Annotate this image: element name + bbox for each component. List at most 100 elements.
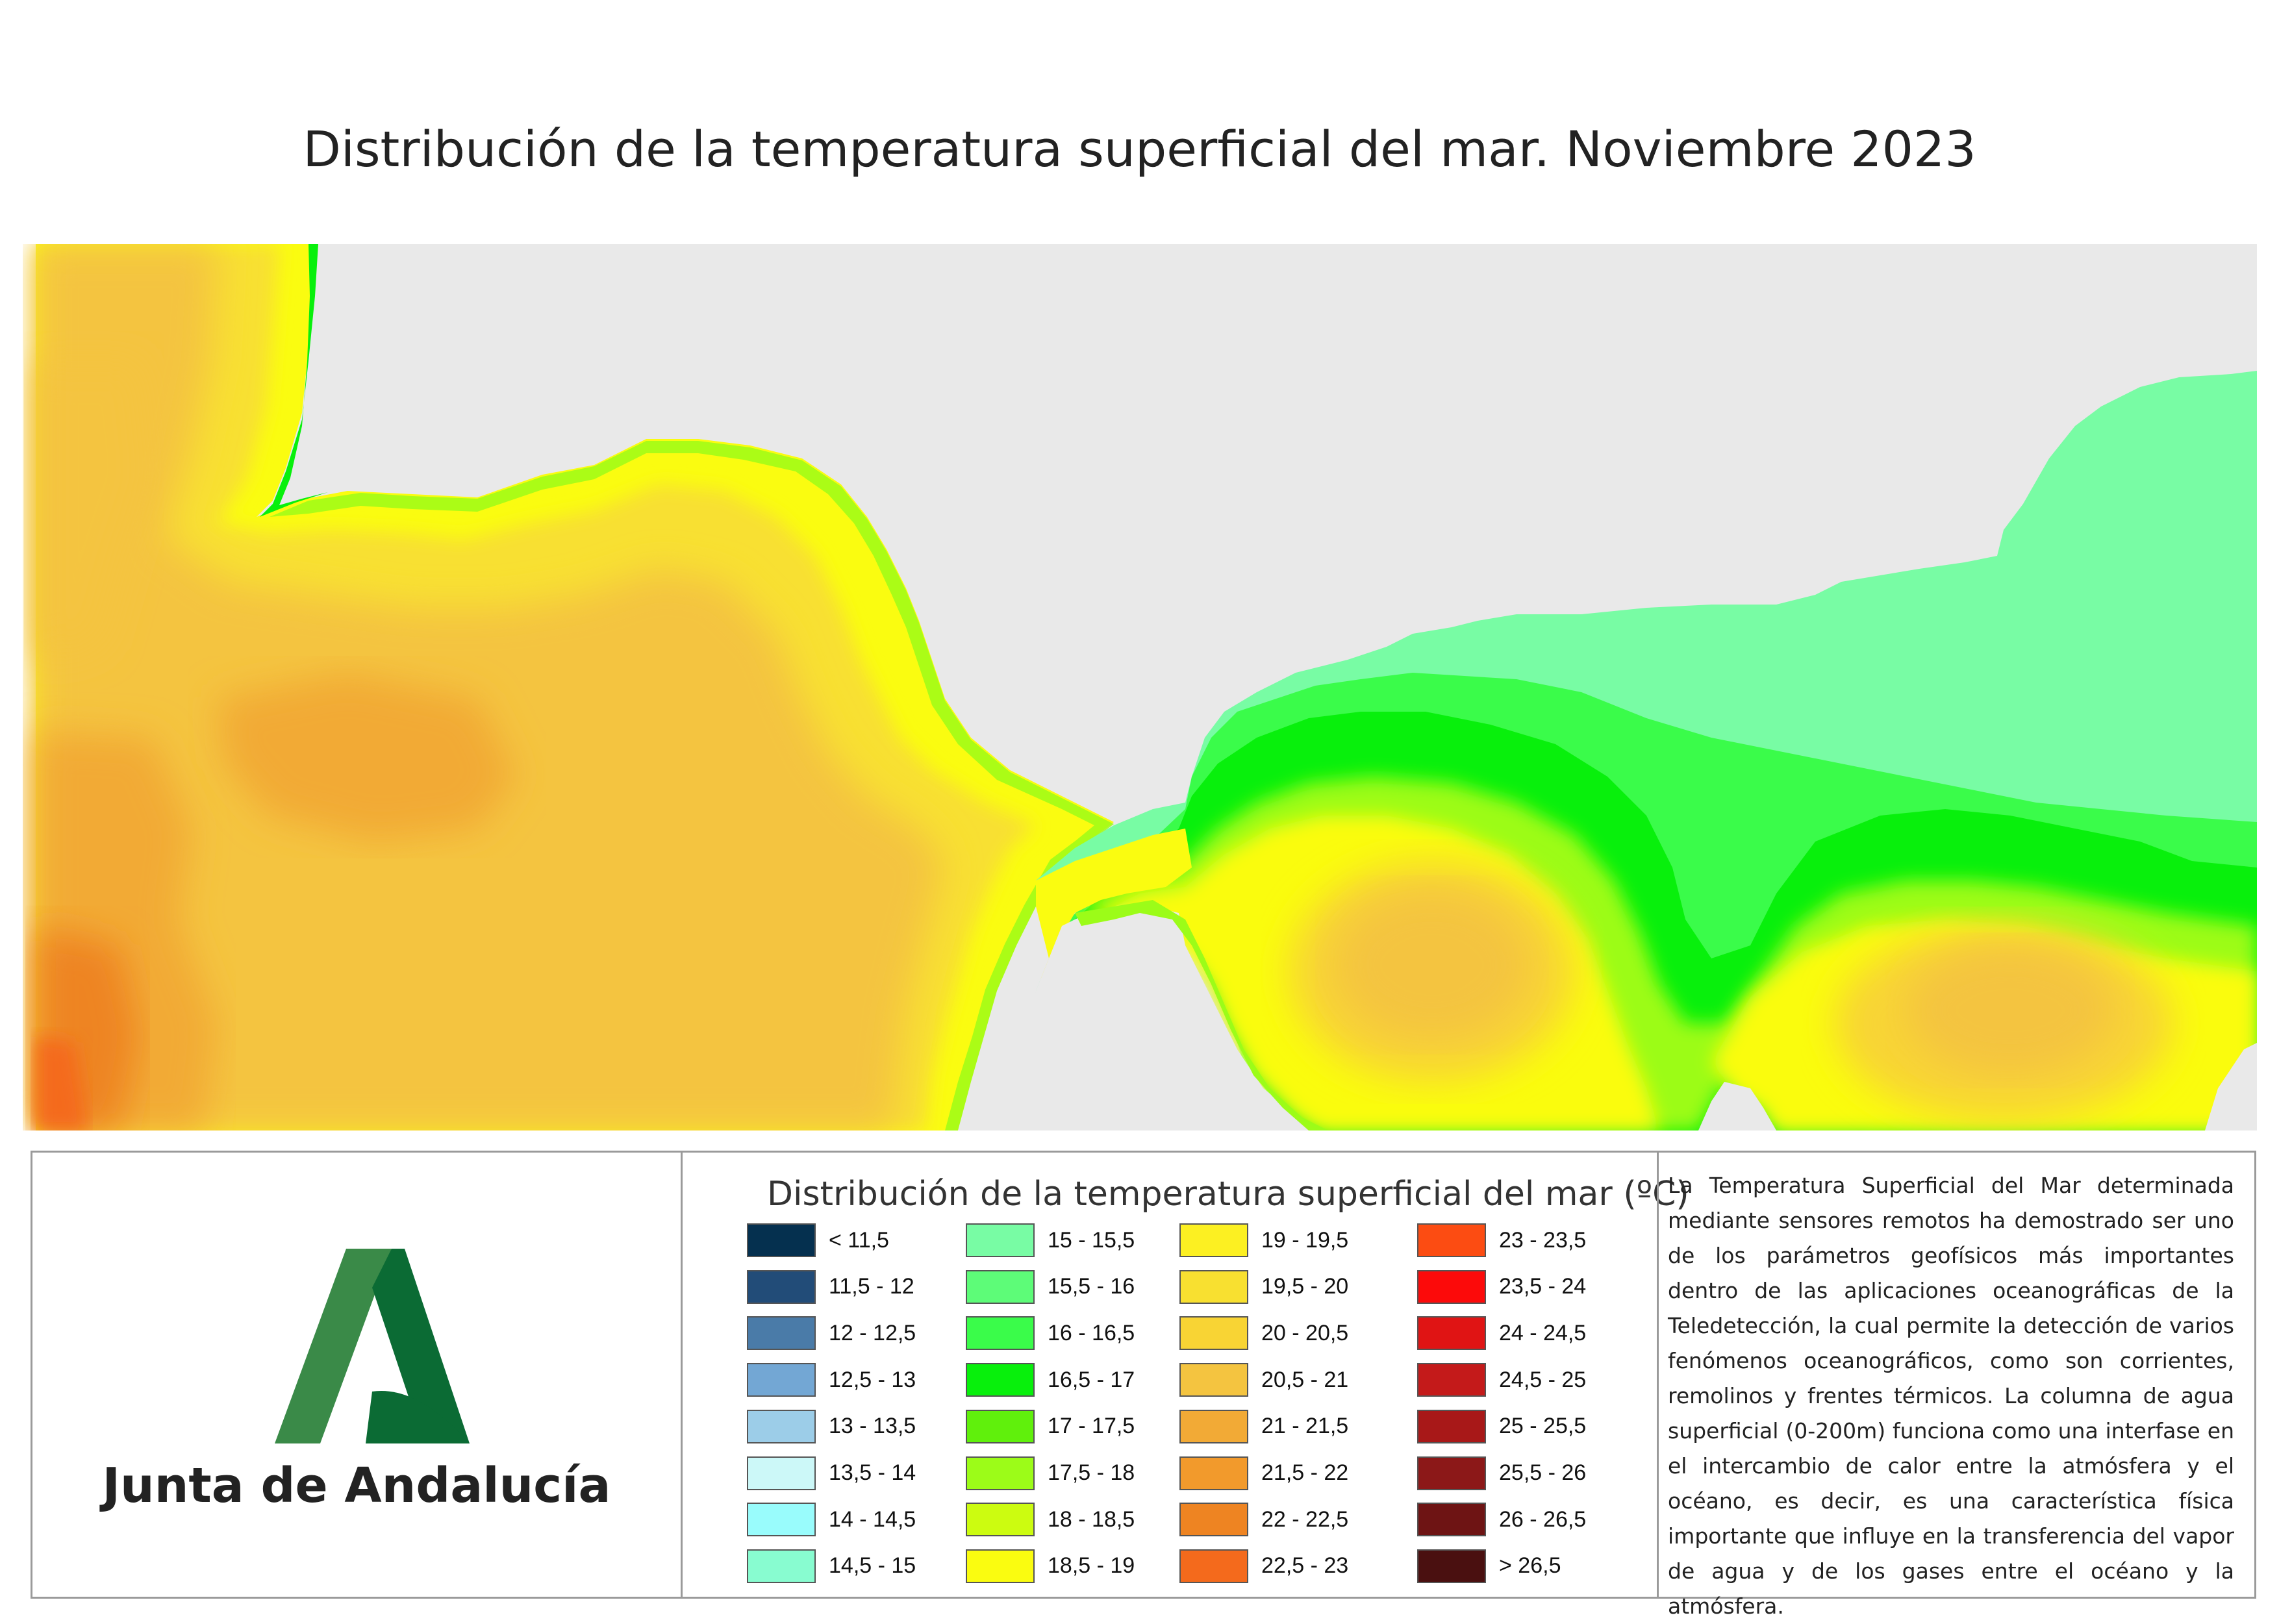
legend-label: 16,5 - 17 xyxy=(1048,1367,1135,1392)
legend-item: 13,5 - 14 xyxy=(747,1455,916,1492)
legend-label: 14 - 14,5 xyxy=(829,1506,916,1532)
legend-label: 23 - 23,5 xyxy=(1499,1227,1587,1253)
legend-item: 20 - 20,5 xyxy=(1179,1315,1348,1351)
legend-swatch xyxy=(1179,1316,1248,1351)
legend-item: 14 - 14,5 xyxy=(747,1501,916,1538)
legend-label: 23,5 - 24 xyxy=(1499,1274,1587,1299)
legend-label: 17,5 - 18 xyxy=(1048,1460,1135,1485)
atlantic-ocean xyxy=(36,244,1114,1131)
legend-item: 26 - 26,5 xyxy=(1417,1501,1586,1538)
legend-swatch xyxy=(966,1223,1035,1257)
legend-item: 19,5 - 20 xyxy=(1179,1269,1348,1305)
legend-swatch xyxy=(966,1269,1035,1304)
legend-label: < 11,5 xyxy=(829,1227,889,1253)
legend-item: 18 - 18,5 xyxy=(966,1501,1135,1538)
legend-item: 20,5 - 21 xyxy=(1179,1362,1348,1398)
legend-label: 16 - 16,5 xyxy=(1048,1320,1135,1345)
legend-label: 18,5 - 19 xyxy=(1048,1553,1135,1579)
legend-swatch xyxy=(747,1409,816,1443)
info-panel: Junta de Andalucía Distribución de la te… xyxy=(31,1151,2256,1619)
legend-item: 11,5 - 12 xyxy=(747,1269,914,1305)
legend-label: 19 - 19,5 xyxy=(1261,1227,1349,1253)
legend-item: 19 - 19,5 xyxy=(1179,1222,1348,1258)
organization-name: Junta de Andalucía xyxy=(102,1458,611,1514)
legend-item: 24,5 - 25 xyxy=(1417,1362,1586,1398)
legend-swatch xyxy=(747,1363,816,1397)
legend-label: 20 - 20,5 xyxy=(1261,1320,1349,1345)
legend-swatch xyxy=(1179,1549,1248,1583)
legend-item: 15 - 15,5 xyxy=(966,1222,1135,1258)
legend-item: 22,5 - 23 xyxy=(1179,1548,1348,1584)
legend-item: 24 - 24,5 xyxy=(1417,1315,1586,1351)
legend-label: 22,5 - 23 xyxy=(1261,1553,1349,1579)
legend-item: 16 - 16,5 xyxy=(966,1315,1135,1351)
legend-label: 11,5 - 12 xyxy=(829,1274,914,1299)
legend-swatch xyxy=(747,1549,816,1583)
legend-label: 13,5 - 14 xyxy=(829,1460,916,1485)
panel-divider xyxy=(1657,1153,1659,1597)
description-section: La Temperatura Superficial del Mar deter… xyxy=(1659,1153,2254,1619)
logo-section: Junta de Andalucía xyxy=(32,1153,681,1597)
legend-label: 13 - 13,5 xyxy=(829,1414,916,1439)
legend-swatch xyxy=(1417,1409,1486,1443)
description-text: La Temperatura Superficial del Mar deter… xyxy=(1668,1173,2234,1619)
legend-label: > 26,5 xyxy=(1499,1553,1561,1579)
legend-item: > 26,5 xyxy=(1417,1548,1561,1584)
legend-label: 19,5 - 20 xyxy=(1261,1274,1349,1299)
legend-item: 25,5 - 26 xyxy=(1417,1455,1586,1492)
legend-label: 22 - 22,5 xyxy=(1261,1506,1349,1532)
legend-item: 23 - 23,5 xyxy=(1417,1222,1586,1258)
legend-swatch xyxy=(747,1316,816,1351)
legend-label: 20,5 - 21 xyxy=(1261,1367,1349,1392)
legend-item: 13 - 13,5 xyxy=(747,1408,916,1445)
legend-label: 21,5 - 22 xyxy=(1261,1460,1349,1485)
legend-label: 12,5 - 13 xyxy=(829,1367,916,1392)
legend-swatch xyxy=(966,1316,1035,1351)
legend-swatch xyxy=(966,1549,1035,1583)
legend-swatch xyxy=(1179,1363,1248,1397)
legend-label: 26 - 26,5 xyxy=(1499,1506,1587,1532)
legend-item: 17,5 - 18 xyxy=(966,1455,1135,1492)
mediterranean-sea xyxy=(958,371,2257,1131)
legend-item: 18,5 - 19 xyxy=(966,1548,1135,1584)
legend-label: 18 - 18,5 xyxy=(1048,1506,1135,1532)
legend-swatch xyxy=(747,1503,816,1537)
legend-item: < 11,5 xyxy=(747,1222,889,1258)
legend-swatch xyxy=(966,1409,1035,1443)
legend-label: 21 - 21,5 xyxy=(1261,1414,1349,1439)
legend-swatch xyxy=(1179,1269,1248,1304)
legend-item: 22 - 22,5 xyxy=(1179,1501,1348,1538)
legend-item: 12 - 12,5 xyxy=(747,1315,916,1351)
legend-swatch xyxy=(1417,1316,1486,1351)
legend-label: 15 - 15,5 xyxy=(1048,1227,1135,1253)
junta-andalucia-logo xyxy=(275,1249,470,1443)
legend-swatch xyxy=(1179,1503,1248,1537)
legend-item: 16,5 - 17 xyxy=(966,1362,1135,1398)
legend-label: 12 - 12,5 xyxy=(829,1320,916,1345)
legend-swatch xyxy=(1417,1503,1486,1537)
temperature-legend: Distribución de la temperatura superfici… xyxy=(683,1153,1689,1597)
legend-swatch xyxy=(1417,1549,1486,1583)
legend-item: 21 - 21,5 xyxy=(1179,1408,1348,1445)
legend-item: 15,5 - 16 xyxy=(966,1269,1135,1305)
legend-title: Distribución de la temperatura superfici… xyxy=(767,1175,1689,1214)
map-canvas xyxy=(23,244,2257,1131)
legend-swatch xyxy=(1417,1269,1486,1304)
legend-label: 15,5 - 16 xyxy=(1048,1274,1135,1299)
legend-label: 17 - 17,5 xyxy=(1048,1414,1135,1439)
page-title: Distribución de la temperatura superfici… xyxy=(303,120,1976,178)
map-margin xyxy=(23,244,36,1131)
legend-swatch xyxy=(747,1223,816,1257)
legend-swatch xyxy=(1179,1223,1248,1257)
legend-swatch xyxy=(747,1269,816,1304)
legend-swatch xyxy=(1179,1409,1248,1443)
legend-item: 14,5 - 15 xyxy=(747,1548,916,1584)
legend-item: 25 - 25,5 xyxy=(1417,1408,1586,1445)
legend-label: 24,5 - 25 xyxy=(1499,1367,1587,1392)
legend-swatch xyxy=(1179,1456,1248,1490)
legend-item: 17 - 17,5 xyxy=(966,1408,1135,1445)
legend-swatch xyxy=(966,1363,1035,1397)
legend-label: 25 - 25,5 xyxy=(1499,1414,1587,1439)
legend-swatch xyxy=(966,1456,1035,1490)
legend-item: 23,5 - 24 xyxy=(1417,1269,1586,1305)
